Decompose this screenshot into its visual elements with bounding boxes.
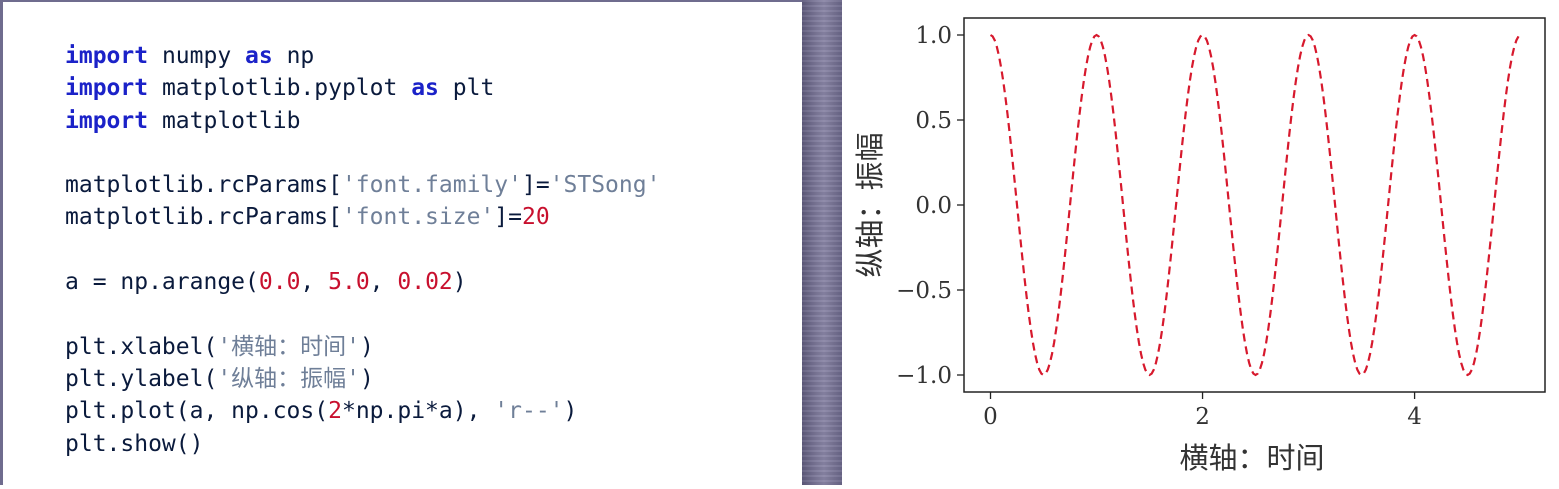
code-number: 20 <box>521 204 550 231</box>
x-tick-label: 4 <box>1407 404 1422 430</box>
code-keyword: import <box>65 107 149 134</box>
code-text: plt.xlabel( <box>65 333 218 360</box>
code-line: plt.show() <box>65 428 660 460</box>
line-chart: 1.0 0.5 0.0 −0.5 −1.0 0 2 4 横轴：时间 纵轴：振幅 <box>853 17 1546 475</box>
code-panel: import numpy as np import matplotlib.pypl… <box>0 0 802 485</box>
code-text: a = np.arange( <box>65 269 259 296</box>
code-line: plt.ylabel('纵轴：振幅') <box>65 363 660 395</box>
code-text: ) <box>563 398 578 425</box>
x-axis: 0 2 4 <box>983 392 1422 430</box>
code-line: matplotlib.rcParams['font.size']=20 <box>65 201 660 233</box>
code-keyword: import <box>65 75 149 102</box>
code-text: matplotlib.pyplot <box>148 75 412 102</box>
code-text: ) <box>360 365 374 392</box>
panel-divider <box>802 0 842 485</box>
code-line: import matplotlib.pyplot as plt <box>65 72 660 104</box>
code-text: , <box>300 269 329 296</box>
code-number: 0.0 <box>258 269 301 296</box>
code-text: ) <box>360 333 374 360</box>
code-text: matplotlib.rcParams[ <box>65 204 342 231</box>
chart-panel: 1.0 0.5 0.0 −0.5 −1.0 0 2 4 横轴：时间 纵轴：振幅 <box>842 0 1559 485</box>
y-tick-label: 0.5 <box>915 108 952 134</box>
code-number: 2 <box>328 398 342 425</box>
code-keyword: as <box>245 43 273 69</box>
code-number: 0.02 <box>397 269 453 296</box>
code-line: a = np.arange(0.0, 5.0, 0.02) <box>65 266 660 298</box>
code-number: 5.0 <box>328 269 370 296</box>
code-string: 'font.size' <box>341 204 495 231</box>
y-tick-label: 0.0 <box>915 193 952 219</box>
code-keyword: as <box>411 75 439 102</box>
code-line <box>65 137 660 169</box>
code-text: numpy <box>148 43 246 69</box>
code-line: plt.plot(a, np.cos(2*np.pi*a), 'r--') <box>65 395 660 427</box>
y-tick-label: 1.0 <box>915 23 952 49</box>
y-tick-label: −1.0 <box>896 363 952 389</box>
code-line: import numpy as np <box>65 40 660 72</box>
x-tick-label: 2 <box>1195 404 1210 430</box>
code-line: matplotlib.rcParams['font.family']='STSo… <box>65 169 660 201</box>
code-text: *np.pi*a), <box>341 398 495 425</box>
x-tick-label: 0 <box>983 404 998 430</box>
code-text: plt.show() <box>65 430 204 457</box>
code-text: np <box>272 43 315 69</box>
code-string: 'STSong' <box>549 172 661 199</box>
code-text: matplotlib <box>148 107 301 134</box>
code-line: plt.xlabel('横轴：时间') <box>65 331 660 363</box>
code-text: plt.ylabel( <box>65 365 218 392</box>
code-string: 'font.family' <box>341 172 522 199</box>
cosine-series-line <box>989 33 1520 377</box>
y-tick-label: −0.5 <box>896 278 952 304</box>
code-line: import matplotlib <box>65 105 660 137</box>
code-text: ]= <box>521 172 550 199</box>
code-keyword: import <box>65 43 149 69</box>
code-line <box>65 298 660 330</box>
plot-frame <box>963 17 1546 393</box>
y-axis-label: 纵轴：振幅 <box>853 132 887 277</box>
code-text: plt.plot(a, np.cos( <box>65 398 329 425</box>
x-axis-label: 横轴：时间 <box>1179 441 1324 475</box>
code-text: ) <box>452 269 467 296</box>
code-text: plt <box>438 75 495 102</box>
code-text: ]= <box>494 204 522 231</box>
code-text: , <box>369 269 398 296</box>
code-line <box>65 234 660 266</box>
y-axis: 1.0 0.5 0.0 −0.5 −1.0 <box>896 23 964 389</box>
code-string: '横轴：时间' <box>217 333 361 360</box>
code-text: matplotlib.rcParams[ <box>65 172 342 199</box>
code-block: import numpy as np import matplotlib.pypl… <box>65 40 660 460</box>
code-string: '纵轴：振幅' <box>217 365 361 392</box>
code-string: 'r--' <box>494 398 564 425</box>
